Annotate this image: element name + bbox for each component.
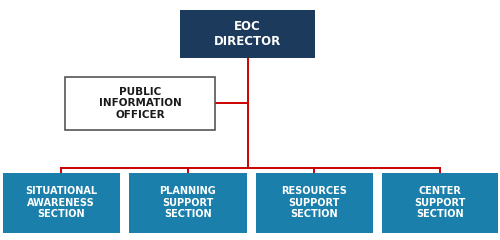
Text: SITUATIONAL
AWARENESS
SECTION: SITUATIONAL AWARENESS SECTION [25,186,98,219]
FancyBboxPatch shape [129,173,246,233]
FancyBboxPatch shape [180,10,315,58]
Text: RESOURCES
SUPPORT
SECTION: RESOURCES SUPPORT SECTION [282,186,347,219]
FancyBboxPatch shape [382,173,498,233]
FancyBboxPatch shape [2,173,120,233]
Text: PUBLIC
INFORMATION
OFFICER: PUBLIC INFORMATION OFFICER [98,87,182,120]
FancyBboxPatch shape [65,77,215,130]
Text: CENTER
SUPPORT
SECTION: CENTER SUPPORT SECTION [414,186,466,219]
Text: PLANNING
SUPPORT
SECTION: PLANNING SUPPORT SECTION [160,186,216,219]
Text: EOC
DIRECTOR: EOC DIRECTOR [214,20,281,48]
FancyBboxPatch shape [256,173,373,233]
